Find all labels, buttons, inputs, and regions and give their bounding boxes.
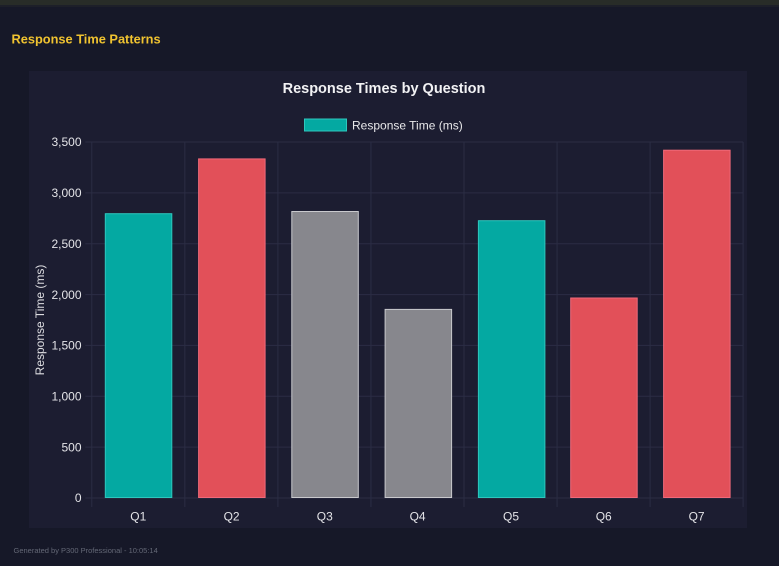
svg-text:Q3: Q3 xyxy=(317,509,333,523)
svg-text:Q5: Q5 xyxy=(503,509,519,523)
svg-text:Response Time Patterns: Response Time Patterns xyxy=(12,32,161,47)
svg-text:Q4: Q4 xyxy=(410,509,426,523)
svg-text:500: 500 xyxy=(61,440,81,454)
svg-text:3,000: 3,000 xyxy=(51,186,81,200)
svg-text:0: 0 xyxy=(75,491,82,505)
svg-text:Generated by P300 Professional: Generated by P300 Professional - 10:05:1… xyxy=(14,546,158,555)
svg-text:Response Time (ms): Response Time (ms) xyxy=(33,265,47,376)
svg-text:2,500: 2,500 xyxy=(51,237,81,251)
svg-text:Q7: Q7 xyxy=(689,509,705,523)
svg-text:2,000: 2,000 xyxy=(51,288,81,302)
svg-text:Response Time (ms): Response Time (ms) xyxy=(352,118,463,132)
svg-text:1,500: 1,500 xyxy=(51,339,81,353)
svg-text:3,500: 3,500 xyxy=(51,135,81,149)
svg-text:Q1: Q1 xyxy=(130,509,146,523)
svg-text:Q2: Q2 xyxy=(224,509,240,523)
svg-text:1,000: 1,000 xyxy=(51,390,81,404)
svg-text:Response Times by Question: Response Times by Question xyxy=(283,81,486,97)
svg-text:Q6: Q6 xyxy=(596,509,612,523)
